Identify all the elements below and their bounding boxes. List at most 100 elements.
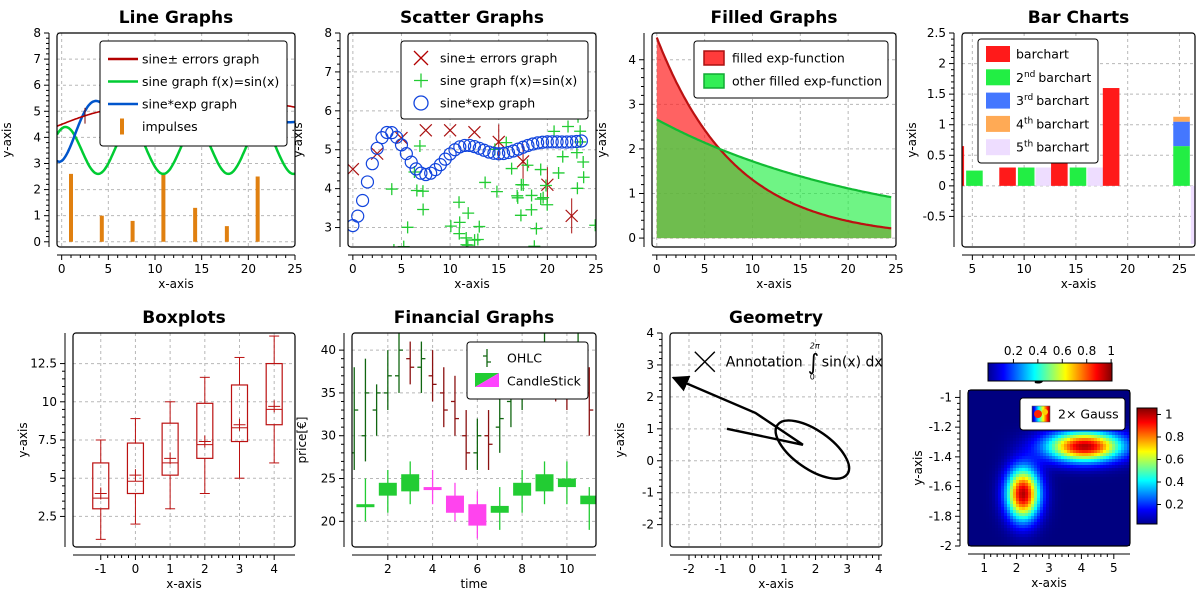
image-cell [1022,522,1026,526]
image-cell [1019,429,1023,433]
image-cell [986,393,990,397]
image-cell [1127,429,1130,433]
image-cell [1037,462,1041,466]
image-cell [1031,393,1035,397]
image-cell [998,483,1002,487]
image-cell [977,480,981,484]
image-cell [1112,453,1116,457]
image-cell [1082,429,1086,433]
image-cell [1025,459,1029,463]
image-cell [1112,486,1116,490]
image-cell [1064,543,1068,546]
image-cell [974,456,978,460]
image-cell [992,441,996,445]
image-cell [1100,477,1104,481]
image-cell [989,480,993,484]
image-cell [983,459,987,463]
image-cell [1043,525,1047,529]
image-cell [974,429,978,433]
image-cell [1064,516,1068,520]
image-cell [1028,513,1032,517]
image-cell [1067,531,1071,535]
image-cell [1046,486,1050,490]
image-cell [1034,474,1038,478]
image-cell [1001,489,1005,493]
image-cell [1073,450,1077,454]
image-cell [1058,492,1062,496]
image-cell [1016,495,1020,499]
image-cell [1040,486,1044,490]
image-cell [1085,441,1089,445]
image-cell [1007,522,1011,526]
image-cell [1097,462,1101,466]
image-cell [1019,525,1023,529]
image-cell [1034,507,1038,511]
image-cell [1073,438,1077,442]
image-cell [1001,522,1005,526]
bar-legend-text-4: barchart [1036,140,1089,155]
image-cell [1064,459,1068,463]
image-cell [1022,507,1026,511]
image-cell [1118,450,1122,454]
image-cell [974,462,978,466]
image-cell [1067,438,1071,442]
image-cell [1058,516,1062,520]
scatter-plus-19 [577,155,590,168]
image-cell [1004,528,1008,532]
image-cell [1079,390,1083,394]
image-cell [1016,432,1020,436]
image-cell [1091,483,1095,487]
image-cell [995,531,999,535]
image-cell [1115,429,1119,433]
image-cell [1040,447,1044,451]
image-cell [971,471,975,475]
fin-y-tick-label-4: 40 [321,343,336,357]
image-cell [1001,459,1005,463]
image-cell [1046,435,1050,439]
image-cell [989,450,993,454]
image-cell [1001,417,1005,421]
image-cell [1004,417,1008,421]
image-cell [1085,519,1089,523]
image-cell [1079,525,1083,529]
image-cell [1061,504,1065,508]
image-cell [989,393,993,397]
image-cell [1037,447,1041,451]
image-cell [1082,534,1086,538]
image-cell [1076,471,1080,475]
image-cell [1070,510,1074,514]
image-cell [1127,489,1130,493]
image-cell [1010,393,1014,397]
image-cell [1016,426,1020,430]
image-cell [1013,423,1017,427]
image-cell [968,513,972,517]
image-cell [1067,492,1071,496]
image-cell [1088,543,1092,546]
image-cell [1082,441,1086,445]
image-cell [1103,438,1107,442]
image-cell [977,432,981,436]
image-cell [1007,402,1011,406]
image-cell [1121,465,1125,469]
image-cell [968,462,972,466]
image-cell [1016,402,1020,406]
line-y-tick-label-7: 7 [33,52,41,66]
image-colorbar-right [1136,407,1158,525]
image-cell [1058,528,1062,532]
image-cell [980,519,984,523]
image-cell [989,417,993,421]
image-cell [998,525,1002,529]
image-cell [986,417,990,421]
image-cell [1124,441,1128,445]
scatter-y-label: y-axis [291,122,305,157]
image-cell [1127,486,1130,490]
box-frame [72,332,296,548]
image-cell [1010,423,1014,427]
image-cell [1124,507,1128,511]
image-cell [992,393,996,397]
image-cell [1037,504,1041,508]
image-cell [1127,504,1130,508]
line-frame [56,32,296,248]
image-cell [1007,444,1011,448]
